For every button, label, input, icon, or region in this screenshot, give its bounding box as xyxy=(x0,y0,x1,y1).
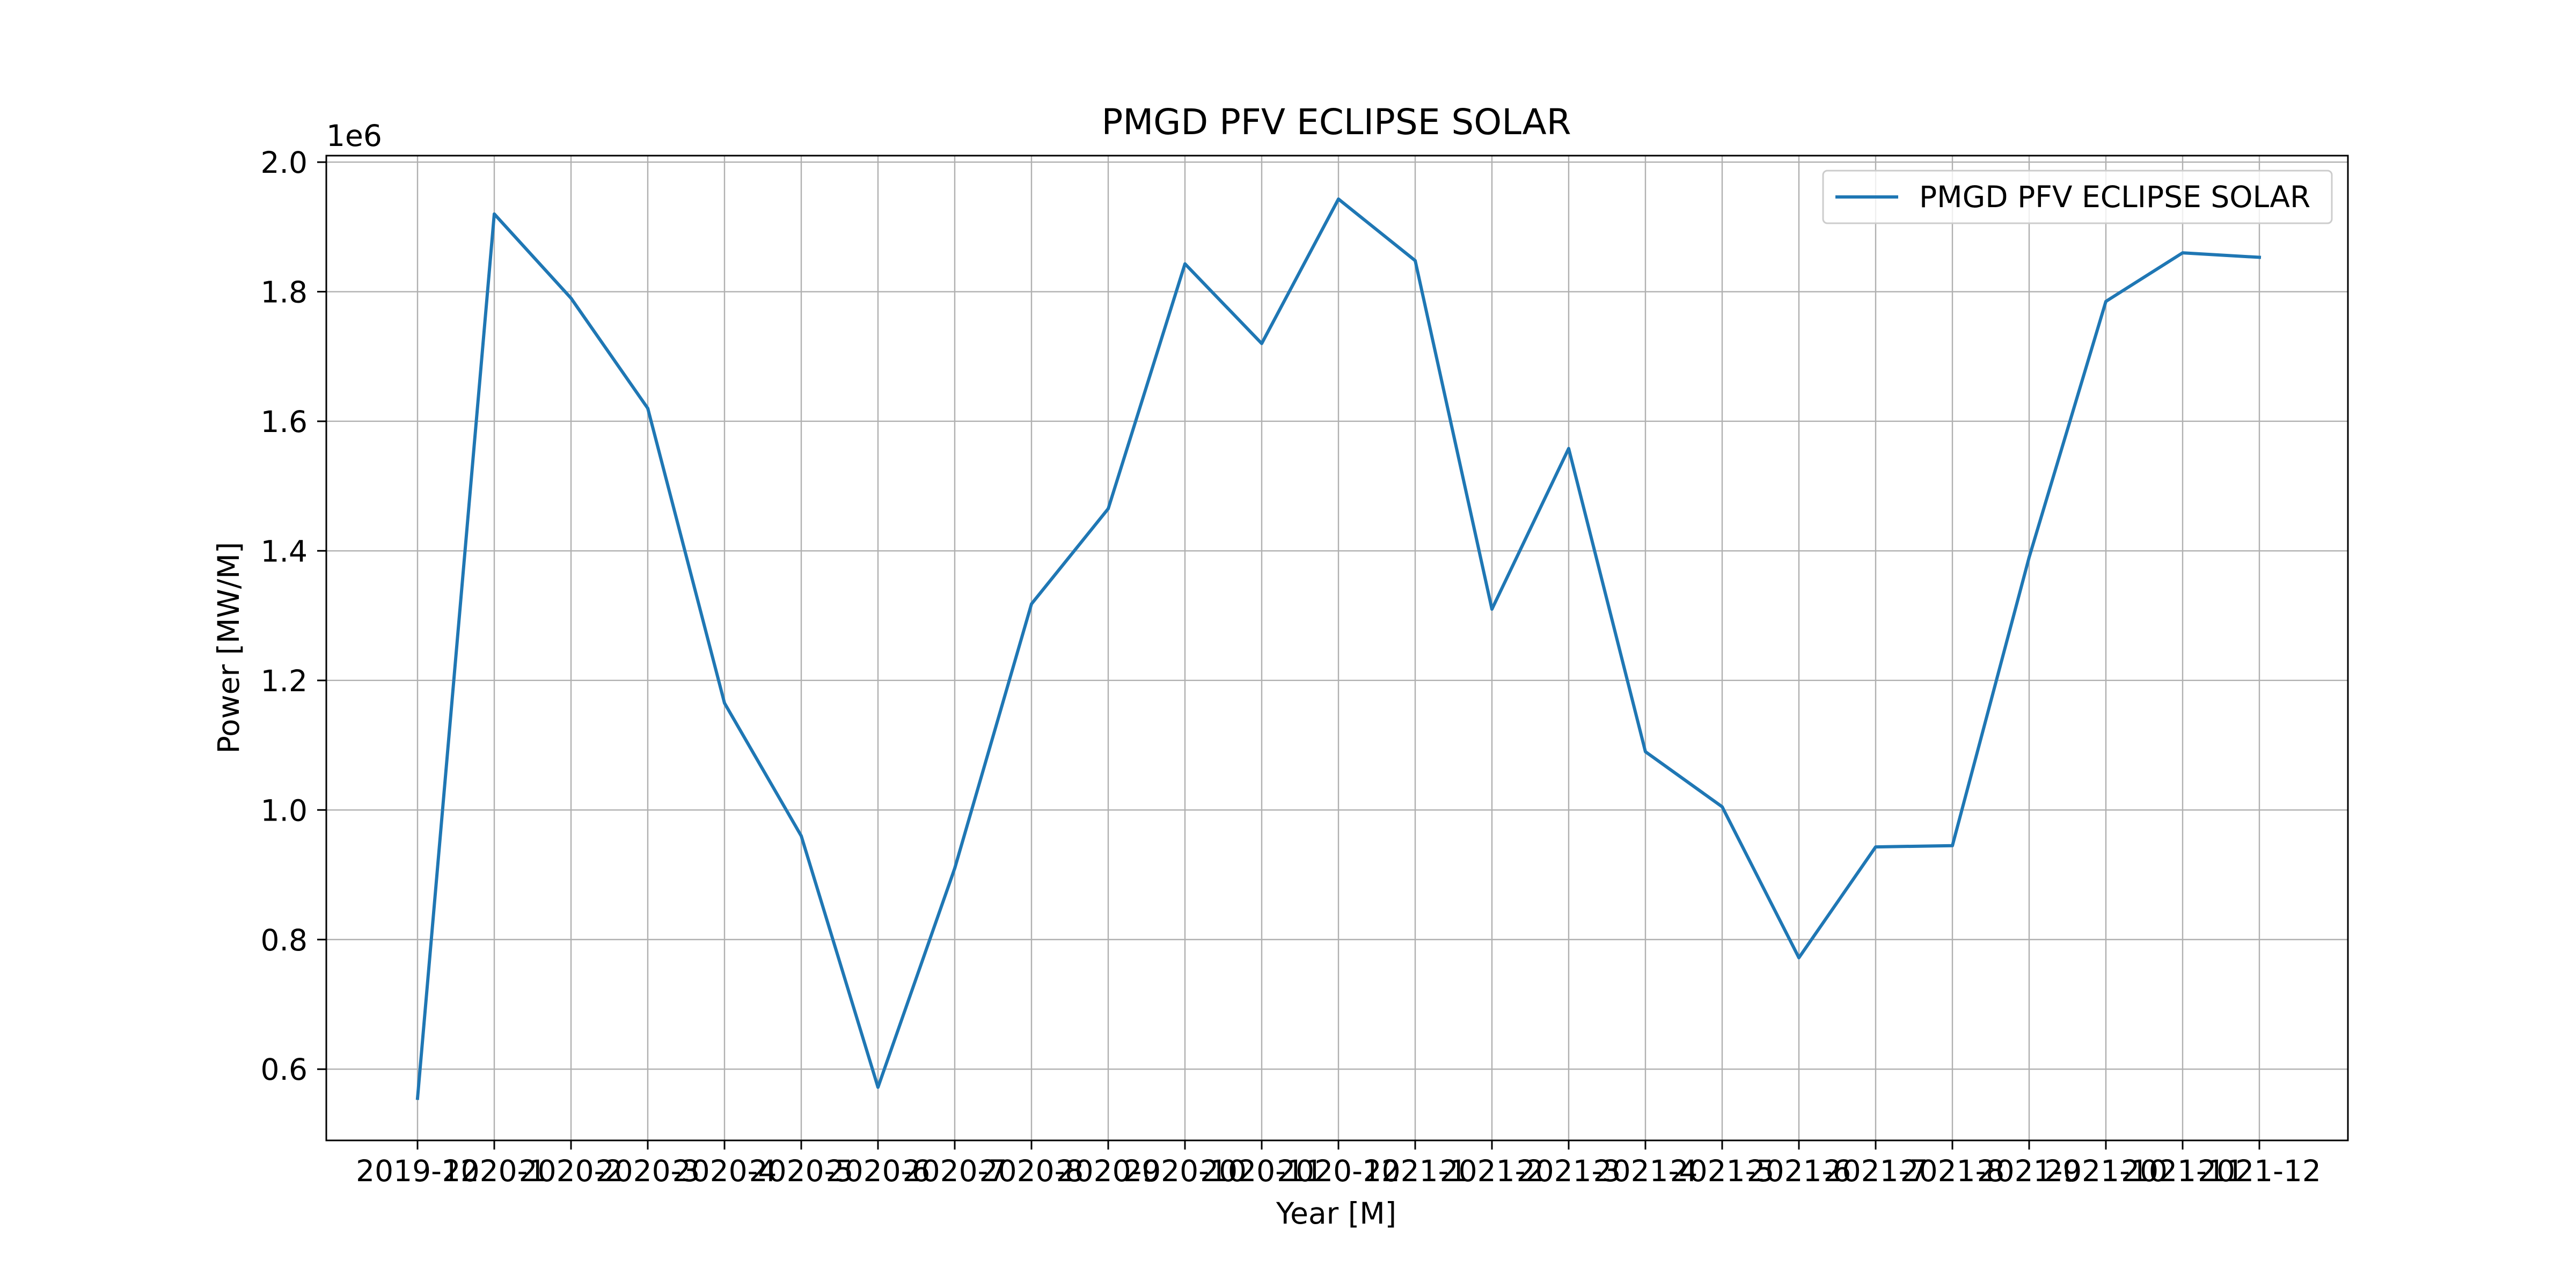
x-tick-label: 2020-3 xyxy=(596,1154,700,1188)
x-tick-label: 2021-12 xyxy=(2198,1154,2321,1188)
grid-lines xyxy=(326,156,2348,1140)
x-tick-label: 2021-9 xyxy=(1977,1154,2082,1188)
x-tick-label: 2021-4 xyxy=(1593,1154,1698,1188)
y-axis-ticks: 0.6 0.8 1.0 1.2 1.4 1.6 1.8 2.0 xyxy=(261,145,326,1087)
x-axis-ticks: 2019-122020-12020-22020-32020-42020-5202… xyxy=(356,1140,2321,1188)
legend-box xyxy=(1822,170,2333,224)
x-tick-label: 2021-5 xyxy=(1670,1154,1775,1188)
x-tick-label: 2021-11 xyxy=(2121,1154,2244,1188)
y-tick-label: 0.6 xyxy=(261,1052,308,1087)
x-tick-label: 2020-7 xyxy=(903,1154,1007,1188)
x-tick-label: 2021-2 xyxy=(1440,1154,1545,1188)
chart-title: PMGD PFV ECLIPSE SOLAR xyxy=(1101,101,1571,143)
x-axis-title: Year [M] xyxy=(1276,1196,1396,1231)
series-layer xyxy=(415,197,2262,1100)
y-tick-label: 1.4 xyxy=(261,534,308,568)
legend-label: PMGD PFV ECLIPSE SOLAR xyxy=(1919,180,2310,214)
x-tick-label: 2021-10 xyxy=(2044,1154,2168,1188)
x-tick-label: 2020-2 xyxy=(519,1154,624,1188)
x-tick-label: 2020-4 xyxy=(672,1154,777,1188)
x-tick-label: 2020-11 xyxy=(1200,1154,1323,1188)
x-tick-label: 2020-5 xyxy=(749,1154,854,1188)
x-tick-label: 2020-9 xyxy=(1056,1154,1161,1188)
x-tick-label: 2020-6 xyxy=(826,1154,931,1188)
y-tick-label: 1.0 xyxy=(261,793,308,828)
series-line xyxy=(415,197,2262,1100)
x-tick-label: 2020-12 xyxy=(1277,1154,1400,1188)
x-tick-label: 2021-6 xyxy=(1747,1154,1851,1188)
y-axis-offset-label: 1e6 xyxy=(326,119,382,153)
x-tick-label: 2021-3 xyxy=(1517,1154,1621,1188)
legend: PMGD PFV ECLIPSE SOLAR xyxy=(1822,170,2333,224)
x-tick-label: 2020-1 xyxy=(442,1154,547,1188)
y-tick-label: 1.2 xyxy=(261,664,308,698)
x-tick-label: 2019-12 xyxy=(356,1154,479,1188)
x-tick-label: 2021-1 xyxy=(1363,1154,1468,1188)
x-tick-label: 2020-8 xyxy=(979,1154,1084,1188)
y-tick-label: 1.8 xyxy=(261,275,308,310)
y-tick-label: 0.8 xyxy=(261,923,308,957)
x-tick-label: 2020-10 xyxy=(1123,1154,1247,1188)
y-tick-label: 2.0 xyxy=(261,145,308,180)
y-tick-label: 1.6 xyxy=(261,405,308,439)
x-tick-label: 2021-7 xyxy=(1824,1154,1928,1188)
plot-area-frame xyxy=(325,155,2349,1141)
x-tick-label: 2021-8 xyxy=(1900,1154,2005,1188)
y-axis-title: Power [MW/M] xyxy=(211,542,246,754)
